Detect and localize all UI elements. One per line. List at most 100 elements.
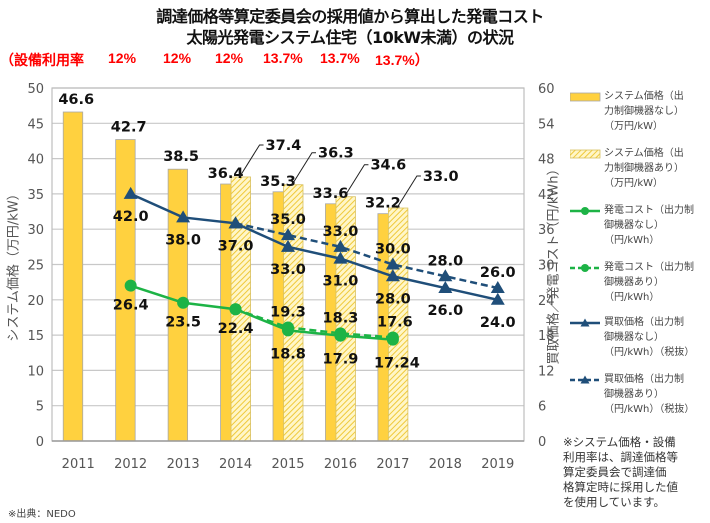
data-label-fit-no-control: 33.0 — [270, 262, 306, 278]
data-label-fit-no-control: 31.0 — [323, 274, 359, 290]
x-tick-label: 2011 — [62, 457, 95, 472]
y-axis-title-left: システム価格（万円/kW） — [6, 187, 22, 342]
data-label-cost-with-control: 18.3 — [323, 310, 359, 326]
y-tick-left: 40 — [27, 153, 44, 168]
x-tick-label: 2015 — [271, 457, 304, 472]
utilization-2016: 13.7% — [320, 50, 360, 66]
utilization-2013: 12% — [163, 50, 192, 66]
cost-no-control-line — [130, 284, 393, 341]
chart-title-line2: 太陽光発電システム住宅（10kW未満）の状況 — [186, 28, 514, 47]
data-label-system-price-no-control: 33.6 — [313, 186, 349, 202]
y-tick-left: 30 — [27, 223, 44, 238]
cost-no-control-marker — [177, 296, 190, 309]
fit-with-control-marker — [281, 228, 295, 241]
fit-no-control-marker — [281, 239, 295, 252]
y-tick-left: 15 — [27, 329, 44, 344]
data-label-system-price-with-control: 33.0 — [423, 169, 459, 185]
fit-with-control-marker — [438, 269, 453, 282]
fit-with-control-marker — [385, 257, 400, 270]
x-tick-label: 2013 — [167, 457, 200, 472]
data-label-cost-no-control: 17.24 — [374, 356, 420, 372]
data-label-fit-no-control: 28.0 — [375, 291, 411, 307]
data-label-cost-no-control: 18.8 — [270, 346, 306, 362]
y-tick-left: 5 — [36, 400, 44, 415]
x-tick-label: 2018 — [429, 457, 462, 472]
y-tick-right: 24 — [538, 294, 555, 309]
source-note: ※出典：NEDO — [8, 509, 76, 520]
y-tick-right: 60 — [538, 82, 555, 97]
data-label-cost-no-control: 23.5 — [165, 315, 201, 331]
data-label-fit-with-control: 26.0 — [480, 265, 516, 281]
legend-swatch-bar-hatched — [570, 149, 601, 159]
data-label-system-price-no-control: 32.2 — [365, 196, 401, 212]
data-labels: 46.6 42.7 38.5 36.4 35.3 33.6 32.2 37.4 36.3 34.6… — [58, 92, 515, 372]
x-tick-label: 2017 — [376, 457, 409, 472]
fit-with-control-marker — [333, 239, 348, 252]
legend-swatch-bar-solid — [570, 92, 601, 102]
y-tick-left: 10 — [27, 364, 44, 379]
fit-no-control-marker — [123, 186, 138, 199]
x-tick-label: 2014 — [219, 457, 252, 472]
data-label-system-price-with-control: 34.6 — [370, 158, 406, 174]
data-label-cost-no-control: 17.9 — [323, 352, 359, 368]
x-tick-label: 2019 — [481, 457, 514, 472]
fit-no-control-marker — [438, 281, 453, 294]
utilization-2015: 13.7% — [263, 50, 303, 66]
x-tick-label: 2016 — [324, 457, 357, 472]
y-tick-right: 0 — [538, 435, 546, 450]
data-label-system-price-no-control: 38.5 — [163, 149, 199, 165]
legend-line-blue-dashed-icon — [570, 375, 600, 384]
legend-line-green-dashed-icon — [570, 264, 600, 272]
y-tick-left: 50 — [27, 82, 44, 97]
data-label-fit-with-control: 33.0 — [323, 224, 359, 240]
data-label-fit-no-control: 24.0 — [480, 315, 516, 331]
data-label-system-price-no-control: 46.6 — [58, 92, 94, 108]
fit-with-control-marker — [490, 281, 505, 294]
chart-title-line1: 調達価格等算定委員会の採用値から算出した発電コスト — [156, 7, 544, 26]
data-label-fit-with-control: 28.0 — [427, 253, 463, 269]
utilization-2014: 12% — [215, 50, 244, 66]
callout-leader-line — [344, 164, 369, 197]
fit-with-control-line — [235, 222, 499, 290]
callout-leader-line — [291, 152, 316, 185]
fit-no-control-marker — [490, 292, 505, 305]
fit-no-control-marker — [176, 210, 191, 223]
data-label-fit-no-control: 42.0 — [113, 209, 149, 225]
x-tick-label: 2012 — [114, 457, 147, 472]
cost-no-control-marker — [282, 324, 294, 337]
y-tick-right: 18 — [538, 329, 555, 344]
legend-line-green-solid-icon — [570, 207, 600, 215]
y-tick-right: 6 — [538, 400, 546, 415]
data-label-cost-with-control: 17.6 — [377, 314, 413, 330]
utilization-2017: 13.7%） — [375, 52, 429, 68]
y-tick-right: 54 — [538, 117, 555, 132]
y-tick-left: 35 — [27, 188, 44, 203]
data-label-fit-no-control: 26.0 — [427, 303, 463, 319]
data-label-fit-with-control: 30.0 — [375, 242, 411, 258]
data-label-system-price-with-control: 36.3 — [318, 146, 354, 162]
fit-no-control-marker — [385, 269, 400, 282]
data-label-system-price-no-control: 35.3 — [260, 174, 296, 190]
fit-no-control-line — [130, 192, 499, 302]
legend-line-blue-solid-icon — [570, 318, 600, 327]
fit-no-control-marker — [333, 251, 348, 264]
y-tick-right: 36 — [538, 223, 555, 238]
footnote: ※システム価格・設備 利用率は、調達価格等 算定委員会で調達価 格算定時に採用し… — [563, 435, 678, 509]
callout-leader-line — [396, 175, 421, 209]
y-tick-right: 42 — [538, 188, 555, 203]
y-tick-right: 12 — [538, 364, 555, 379]
cost-no-control-marker — [334, 329, 347, 342]
y-tick-left: 25 — [27, 259, 44, 274]
lines — [123, 186, 505, 346]
y-tick-right: 30 — [538, 259, 555, 274]
y-axis-title-right: 買取価格／発電コスト（円/kWh） — [546, 162, 562, 365]
data-label-cost-no-control: 22.4 — [218, 321, 254, 337]
cost-with-control-line — [235, 308, 393, 339]
data-label-system-price-with-control: 37.4 — [266, 138, 302, 154]
bar-system-price-no-control — [62, 111, 84, 442]
y-tick-left: 20 — [27, 294, 44, 309]
cost-no-control-marker — [229, 303, 242, 316]
y-tick-left: 45 — [27, 117, 44, 132]
callout-leader-line — [239, 144, 264, 178]
cost-no-control-marker — [386, 333, 399, 346]
